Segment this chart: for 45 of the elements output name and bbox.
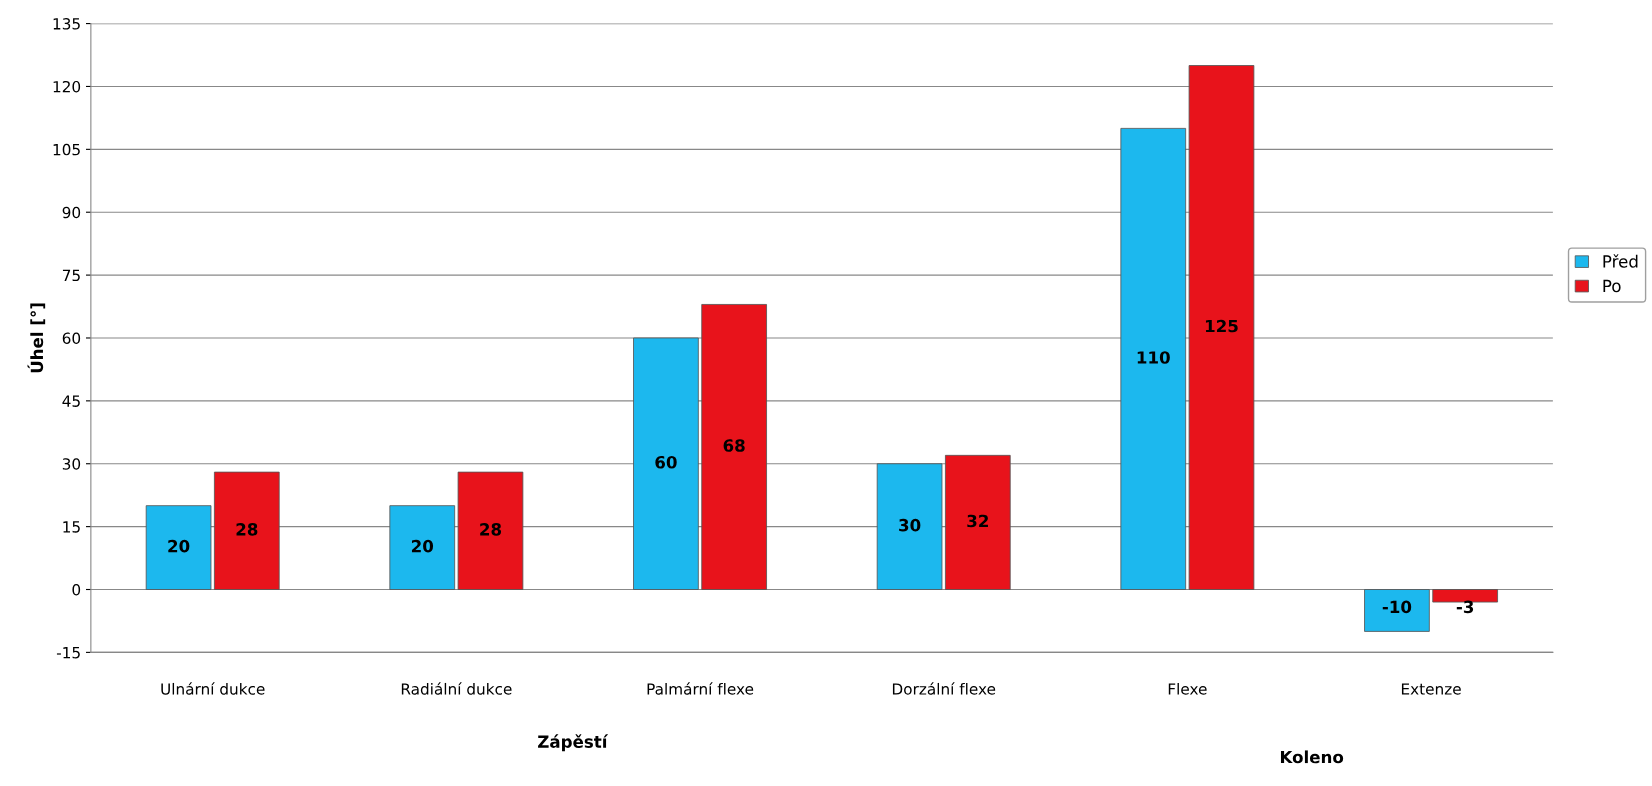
bar <box>457 471 524 590</box>
data-label: 28 <box>236 523 258 536</box>
data-label: -3 <box>1456 600 1474 614</box>
x-tick-label: Ulnární dukce <box>161 682 265 695</box>
y-tick-label: 15 <box>63 521 80 533</box>
bar <box>213 471 280 590</box>
legend-label: Před <box>1603 254 1638 268</box>
bar <box>1188 65 1255 590</box>
x-tick-label: Flexe <box>1168 682 1207 695</box>
data-label: 68 <box>723 439 745 452</box>
x-tick-label: Palmární flexe <box>647 682 754 695</box>
y-tick-label: 135 <box>53 18 80 30</box>
data-label: 20 <box>168 539 190 553</box>
data-label: 32 <box>967 514 988 528</box>
data-label: -10 <box>1382 600 1412 614</box>
data-label: 30 <box>899 518 921 532</box>
bar <box>876 463 943 590</box>
bar <box>701 304 767 590</box>
legend-label: Po <box>1603 279 1621 293</box>
data-label: 20 <box>411 539 434 553</box>
bar <box>633 337 699 590</box>
data-label: 110 <box>1137 351 1170 364</box>
bar <box>944 454 1011 590</box>
text: Zápěstí <box>538 734 609 752</box>
bar <box>1364 589 1430 632</box>
x-tick-label: Radiální dukce <box>401 682 512 695</box>
y-tick-label: 0 <box>72 583 81 596</box>
y-axis-title: Úhel [°] <box>27 303 46 373</box>
bar <box>1120 127 1187 590</box>
data-label: 125 <box>1205 319 1238 333</box>
x-tick-label: Dorzální flexe <box>892 682 996 695</box>
y-tick-label: 45 <box>62 395 80 407</box>
x-tick-label: Extenze <box>1401 683 1461 695</box>
y-tick-label: 75 <box>62 269 80 282</box>
text: Koleno <box>1280 750 1344 764</box>
bar <box>145 505 212 590</box>
y-tick-label: -15 <box>56 647 80 659</box>
data-label: 28 <box>480 523 502 536</box>
data-label: 60 <box>655 455 677 469</box>
y-tick-label: 120 <box>53 80 81 93</box>
y-tick-label: 105 <box>53 143 80 156</box>
y-tick-label: 90 <box>62 206 81 219</box>
y-tick-label: 30 <box>62 458 81 470</box>
bar <box>389 505 456 590</box>
y-tick-label: 60 <box>62 332 81 344</box>
